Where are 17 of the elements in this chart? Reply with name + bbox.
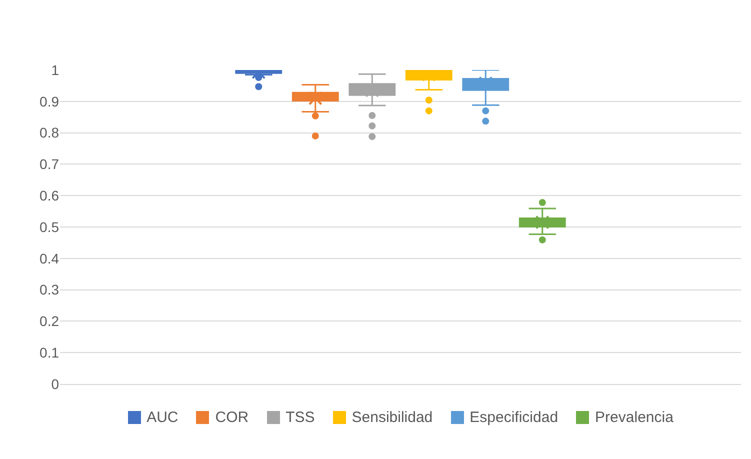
y-tick-label: 0	[51, 376, 60, 392]
y-tick-label: 0.8	[40, 124, 60, 141]
legend-label: TSS	[286, 409, 315, 426]
y-tick-label: 0.1	[40, 344, 60, 360]
y-tick-label: 0.7	[40, 156, 60, 172]
y-tick-label: 1	[51, 62, 60, 78]
y-tick-label: 0.3	[40, 282, 60, 298]
legend-label: Sensibilidad	[352, 409, 433, 426]
y-tick-label: 0.2	[40, 313, 60, 330]
y-tick-label: 0.5	[40, 218, 60, 235]
y-tick-label: 0.9	[40, 93, 60, 110]
y-tick-label: 0.4	[40, 250, 60, 266]
legend-label: Especificidad	[470, 409, 558, 426]
y-tick-label: 0.6	[40, 188, 60, 204]
legend-label: AUC	[146, 409, 178, 426]
legend-label: Prevalencia	[595, 409, 674, 426]
legend-label: COR	[215, 409, 249, 426]
